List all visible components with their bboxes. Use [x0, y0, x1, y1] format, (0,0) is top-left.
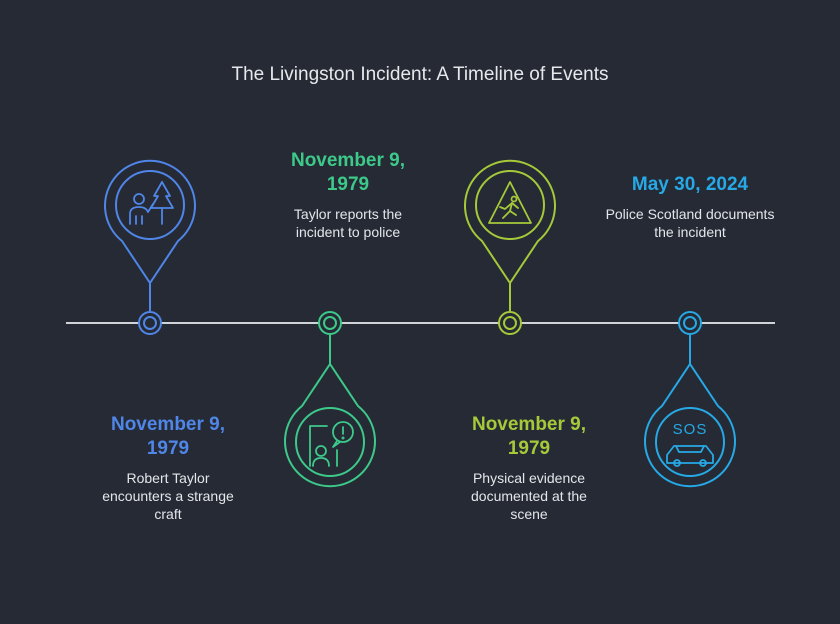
person-forest-icon [129, 181, 174, 225]
map-pin-1 [104, 159, 196, 285]
timeline-node-4 [678, 311, 702, 335]
event-2-description: Taylor reports the incident to police [293, 206, 403, 240]
event-4-description: Police Scotland documents the incident [605, 206, 775, 240]
warning-sign-icon [488, 181, 532, 224]
event-2-date: November 9, 1979 [290, 150, 406, 195]
event-3-date: November 9, 1979 [471, 414, 587, 459]
event-2-text: November 9, 1979 Taylor reports the inci… [270, 149, 426, 241]
event-3-text: November 9, 1979 Physical evidence docum… [449, 413, 609, 523]
sos-car-icon: SOS [666, 421, 714, 467]
map-pin-2 [284, 362, 376, 488]
timeline-node-2 [318, 311, 342, 335]
event-1-date: November 9, 1979 [110, 414, 226, 459]
timeline-node-1 [138, 311, 162, 335]
person-report-alert-icon [309, 421, 354, 467]
timeline-event-2 [284, 311, 376, 488]
event-1-text: November 9, 1979 Robert Taylor encounter… [88, 413, 248, 523]
diagram-title: The Livingston Incident: A Timeline of E… [231, 64, 609, 85]
event-4-text: May 30, 2024 Police Scotland documents t… [600, 173, 780, 241]
event-1-description: Robert Taylor encounters a strange craft [102, 470, 234, 522]
timeline-event-1 [104, 159, 196, 335]
timeline-event-4: SOS [644, 311, 736, 488]
timeline-node-3 [498, 311, 522, 335]
svg-text:SOS: SOS [673, 421, 708, 438]
event-3-description: Physical evidence documented at the scen… [471, 470, 587, 522]
timeline-event-3 [464, 159, 556, 335]
event-4-date: May 30, 2024 [631, 174, 749, 195]
map-pin-3 [464, 159, 556, 285]
